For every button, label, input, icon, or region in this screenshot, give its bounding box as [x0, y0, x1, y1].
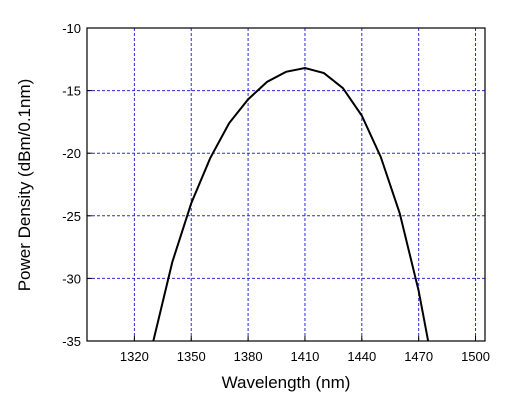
y-tick-label: -25 [62, 209, 81, 224]
x-tick-label: 1350 [177, 349, 206, 364]
y-tick-label: -30 [62, 271, 81, 286]
x-tick-label: 1320 [120, 349, 149, 364]
y-tick-label: -35 [62, 334, 81, 349]
x-tick-label: 1410 [290, 349, 319, 364]
x-tick-label: 1380 [234, 349, 263, 364]
y-axis-title: Power Density (dBm/0.1nm) [15, 79, 34, 292]
y-tick-label: -10 [62, 21, 81, 36]
plot-frame [86, 27, 486, 342]
data-line [152, 67, 430, 342]
x-tick-label: 1470 [404, 349, 433, 364]
y-tick-label: -15 [62, 84, 81, 99]
x-axis-title: Wavelength (nm) [222, 373, 351, 392]
x-tick-label: 1500 [461, 349, 490, 364]
x-tick-label: 1440 [347, 349, 376, 364]
y-tick-label: -20 [62, 146, 81, 161]
